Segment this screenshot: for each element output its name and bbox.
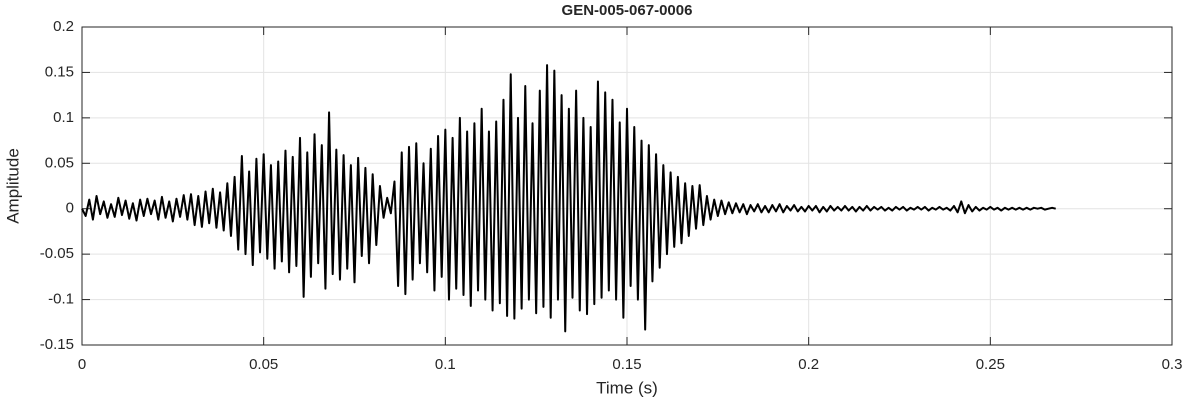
x-tick-label: 0.1 xyxy=(435,356,456,373)
x-tick-label: 0.05 xyxy=(249,356,278,373)
chart-title: GEN-005-067-0006 xyxy=(562,2,693,19)
y-tick-label: 0.2 xyxy=(53,18,74,35)
x-axis-label: Time (s) xyxy=(596,378,658,397)
y-tick-label: 0.15 xyxy=(45,63,74,80)
y-tick-label: -0.05 xyxy=(40,245,74,262)
y-tick-label: 0.05 xyxy=(45,154,74,171)
x-tick-label: 0 xyxy=(78,356,86,373)
x-tick-label: 0.25 xyxy=(976,356,1005,373)
waveform-line xyxy=(81,64,1056,333)
x-tick-label: 0.2 xyxy=(798,356,819,373)
x-tick-label: 0.3 xyxy=(1162,356,1183,373)
axes-box xyxy=(81,26,1173,346)
y-axis-label: Amplitude xyxy=(3,148,22,224)
y-tick-label: 0 xyxy=(66,200,74,217)
y-tick-label: -0.15 xyxy=(40,336,74,353)
y-tick-label: 0.1 xyxy=(53,109,74,126)
x-tick-label: 0.15 xyxy=(612,356,641,373)
y-tick-label: -0.1 xyxy=(48,291,74,308)
